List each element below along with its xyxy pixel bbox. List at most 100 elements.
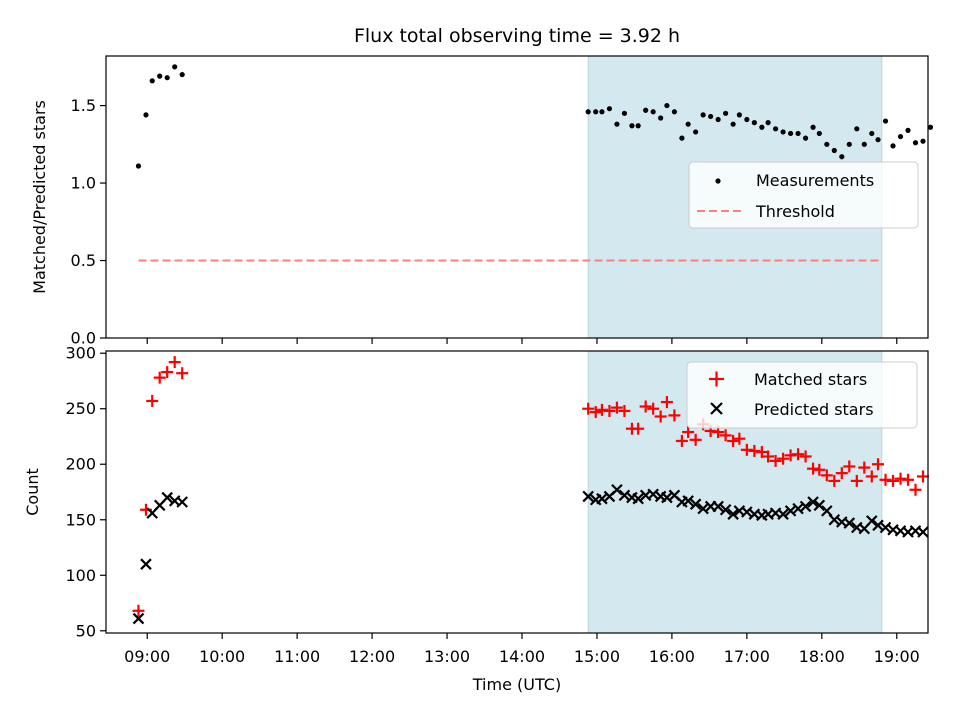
bottom-y-axis-label: Count [23, 468, 42, 516]
predicted-stars-point [712, 500, 724, 513]
matched-stars-point [595, 403, 608, 416]
measurement-point [723, 110, 729, 116]
predicted-stars-point [813, 499, 826, 512]
measurement-point [164, 75, 170, 81]
measurement-point [614, 121, 620, 127]
measurement-point [149, 78, 155, 84]
matched-stars-point [689, 433, 702, 446]
predicted-stars-point [632, 492, 644, 505]
legend-predicted-label: Predicted stars [754, 400, 874, 419]
bottom-y-tick-label: 250 [65, 399, 96, 418]
measurement-point [715, 116, 721, 123]
bottom-legend-box [686, 361, 918, 429]
measurement-point [135, 163, 142, 169]
measurement-point [854, 126, 860, 132]
matched-stars-point [828, 474, 841, 487]
predicted-stars-point [719, 503, 732, 516]
measurement-point [905, 127, 911, 133]
matched-stars-point [820, 469, 833, 482]
legend-measurements-label: Measurements [756, 171, 874, 190]
measurement-point [671, 109, 678, 115]
matched-stars-point [153, 371, 166, 384]
matched-stars-point [146, 394, 159, 407]
predicted-stars-point [777, 508, 789, 520]
predicted-stars-point [689, 498, 702, 510]
measurement-point [912, 140, 919, 146]
top-y-tick-label: 1.0 [71, 174, 96, 193]
measurement-point [693, 129, 699, 135]
measurement-point [890, 143, 896, 149]
measurement-point [824, 141, 830, 147]
matched-stars-point [618, 404, 631, 417]
matched-stars-point [675, 434, 688, 447]
predicted-stars-point [176, 496, 188, 508]
measurement-point [629, 123, 635, 129]
measurement-point [897, 133, 904, 140]
x-tick-label: 13:00 [424, 647, 470, 666]
matched-stars-point [872, 458, 885, 471]
bottom-y-tick-label: 200 [65, 455, 96, 474]
predicted-stars-point [161, 491, 173, 504]
predicted-stars-point [132, 612, 145, 625]
x-tick-label: 09:00 [124, 647, 170, 666]
matched-stars-point [748, 444, 761, 457]
matched-stars-point [894, 472, 907, 485]
measurement-point [606, 106, 613, 112]
matched-stars-point [603, 404, 616, 417]
matched-stars-point [727, 434, 740, 447]
matched-stars-point [909, 483, 922, 496]
measurement-point [772, 126, 779, 132]
measurement-point [765, 120, 771, 126]
measurement-point [585, 109, 591, 115]
matched-stars-point [917, 470, 930, 483]
predicted-stars-point [917, 526, 929, 538]
x-tick-label: 18:00 [799, 647, 845, 666]
predicted-stars-point [807, 496, 819, 508]
matched-stars-point [807, 462, 820, 475]
matched-stars-point [176, 367, 189, 380]
top-y-tick-label: 0.5 [71, 251, 96, 270]
matched-stars-point [639, 400, 652, 413]
matched-stars-point [161, 366, 174, 379]
top-panel: 0.0 0.5 1.0 1.5 Matched/Predicted stars Mea… [30, 55, 934, 348]
matched-stars-point [632, 422, 645, 435]
top-y-axis-label: Matched/Predicted stars [30, 100, 49, 294]
legend-predicted-marker [710, 402, 723, 415]
matched-stars-point [755, 446, 768, 459]
measurement-point [679, 135, 685, 141]
top-y-tick-label: 0.0 [71, 329, 96, 348]
matched-stars-point [777, 452, 790, 465]
bottom-y-tick-label: 300 [65, 344, 96, 363]
bottom-axes-frame [105, 350, 929, 634]
matched-stars-point [582, 402, 595, 415]
measurement-point [839, 154, 845, 160]
measurement-point [882, 118, 889, 124]
legend-matched-label: Matched stars [754, 370, 867, 389]
measurement-point [730, 121, 736, 127]
measurement-point [816, 130, 822, 137]
bottom-panel: 50 100 150 200 250 300 09:00 10:00 11:00 12:00 13… [23, 344, 930, 694]
predicted-stars-point [682, 495, 694, 507]
matched-stars-point [740, 443, 753, 456]
measurement-point [650, 109, 656, 115]
matched-stars-point [168, 356, 181, 369]
predicted-stars-point [843, 517, 856, 529]
bottom-y-tick-label: 150 [65, 510, 96, 529]
matched-stars-point [610, 401, 623, 414]
matched-stars-point [835, 467, 848, 480]
top-legend-box [688, 161, 919, 229]
top-y-ticks: 0.0 0.5 1.0 1.5 [71, 96, 106, 348]
measurement-point [179, 71, 185, 78]
measurement-point [635, 123, 641, 129]
measurement-point [708, 113, 714, 120]
measurement-point [157, 73, 163, 79]
measurement-point [759, 124, 765, 130]
measurement-point [846, 141, 852, 147]
matched-stars-point [682, 426, 695, 439]
x-tick-label: 12:00 [349, 647, 395, 666]
x-tick-label: 14:00 [499, 647, 545, 666]
bottom-y-tick-label: 100 [65, 566, 96, 585]
measurement-point [751, 120, 757, 126]
measurement-point [599, 109, 605, 115]
